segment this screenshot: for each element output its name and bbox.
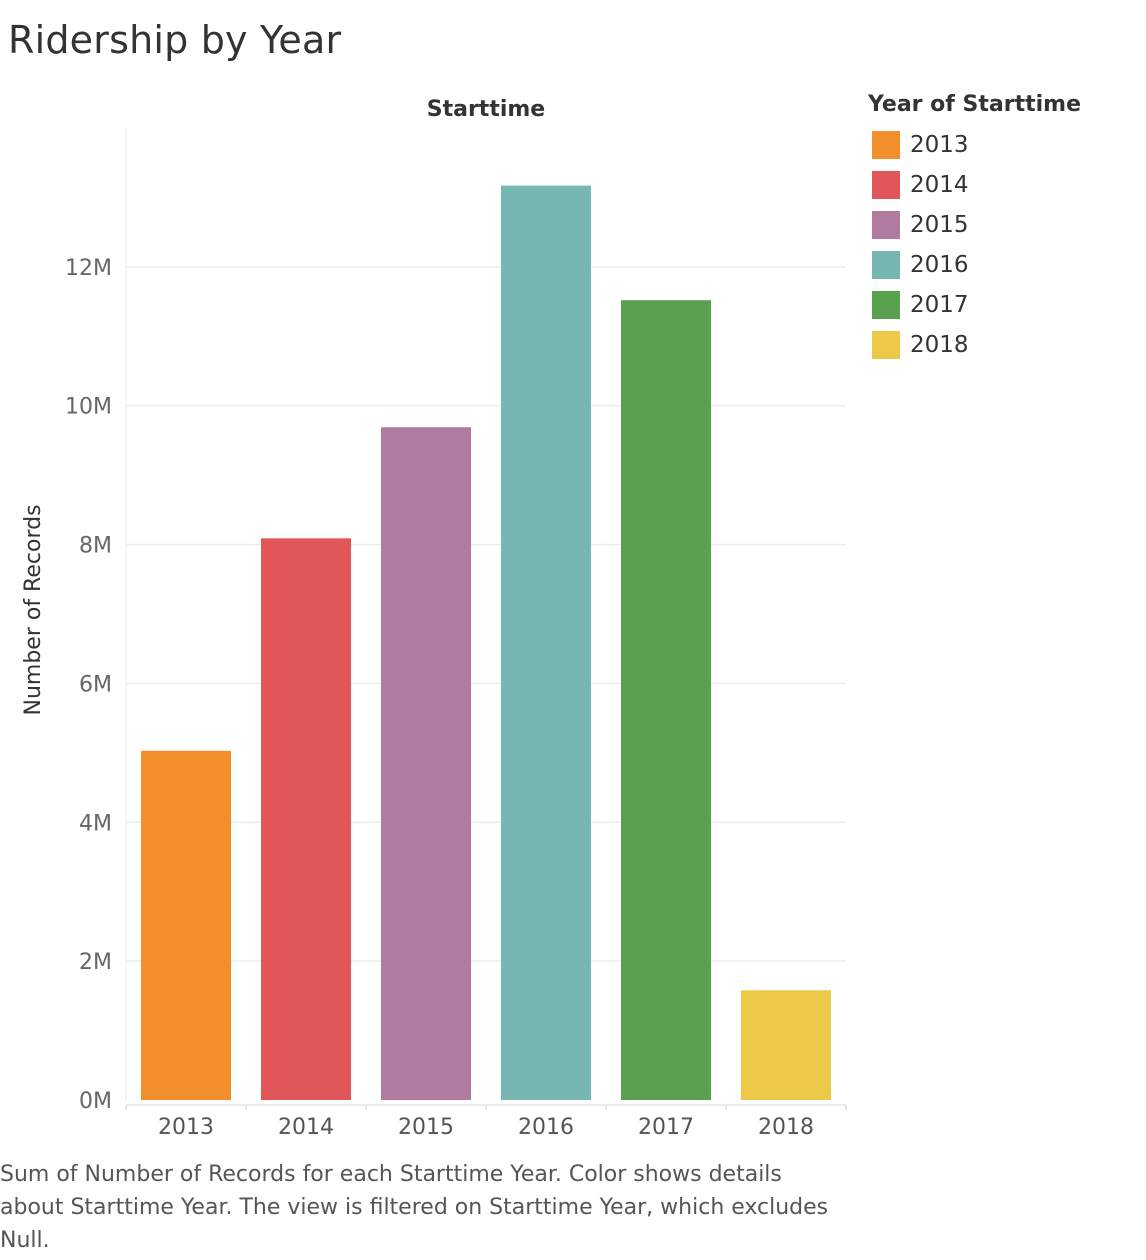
legend-swatch xyxy=(872,171,900,199)
bar-2016 xyxy=(501,185,591,1100)
legend-item[interactable]: 2016 xyxy=(868,245,1081,285)
y-tick-label: 8M xyxy=(79,534,112,559)
x-tick-label: 2016 xyxy=(518,1115,574,1140)
bar-2017 xyxy=(621,300,711,1100)
y-tick-label: 12M xyxy=(65,256,112,281)
legend-label: 2018 xyxy=(910,332,969,358)
y-tick-label: 10M xyxy=(65,395,112,420)
legend-items: 2013 2014 2015 2016 2017 2018 xyxy=(868,125,1081,365)
chart-title: Ridership by Year xyxy=(8,18,342,62)
legend-item[interactable]: 2014 xyxy=(868,165,1081,205)
legend-item[interactable]: 2018 xyxy=(868,325,1081,365)
legend-swatch xyxy=(872,211,900,239)
legend-item[interactable]: 2017 xyxy=(868,285,1081,325)
legend: Year of Starttime 2013 2014 2015 2016 2017 20… xyxy=(868,92,1081,365)
legend-label: 2013 xyxy=(910,132,969,158)
legend-label: 2015 xyxy=(910,212,969,238)
gridlines xyxy=(126,266,846,962)
chart-caption: Sum of Number of Records for each Startt… xyxy=(0,1162,829,1253)
x-tick-label: 2015 xyxy=(398,1115,454,1140)
bar-chart: 0M 2M 4M 6M 8M 10M 12M 2013 2014 2015 2016 2017 2018… xyxy=(21,97,847,1140)
column-header: Starttime xyxy=(427,97,545,122)
legend-swatch xyxy=(872,131,900,159)
legend-item[interactable]: 2013 xyxy=(868,125,1081,165)
legend-swatch xyxy=(872,251,900,279)
bars xyxy=(141,185,831,1100)
legend-label: 2014 xyxy=(910,172,969,198)
y-tick-label: 4M xyxy=(79,811,112,836)
legend-swatch xyxy=(872,331,900,359)
bar-2014 xyxy=(261,538,351,1100)
y-tick-label: 2M xyxy=(79,950,112,975)
x-tick-label: 2017 xyxy=(638,1115,694,1140)
legend-label: 2016 xyxy=(910,252,969,278)
x-tick-label: 2014 xyxy=(278,1115,334,1140)
legend-item[interactable]: 2015 xyxy=(868,205,1081,245)
y-axis-label: Number of Records xyxy=(21,504,46,715)
y-tick-label: 0M xyxy=(79,1089,112,1114)
legend-swatch xyxy=(872,291,900,319)
axes: 0M 2M 4M 6M 8M 10M 12M 2013 2014 2015 2016 2017 2018 xyxy=(65,128,847,1140)
legend-label: 2017 xyxy=(910,292,969,318)
legend-title: Year of Starttime xyxy=(868,92,1082,117)
y-tick-label: 6M xyxy=(79,672,112,697)
x-tick-label: 2013 xyxy=(158,1115,214,1140)
bar-2013 xyxy=(141,750,231,1100)
bar-2015 xyxy=(381,427,471,1100)
x-tick-label: 2018 xyxy=(758,1115,814,1140)
bar-2018 xyxy=(741,990,831,1100)
